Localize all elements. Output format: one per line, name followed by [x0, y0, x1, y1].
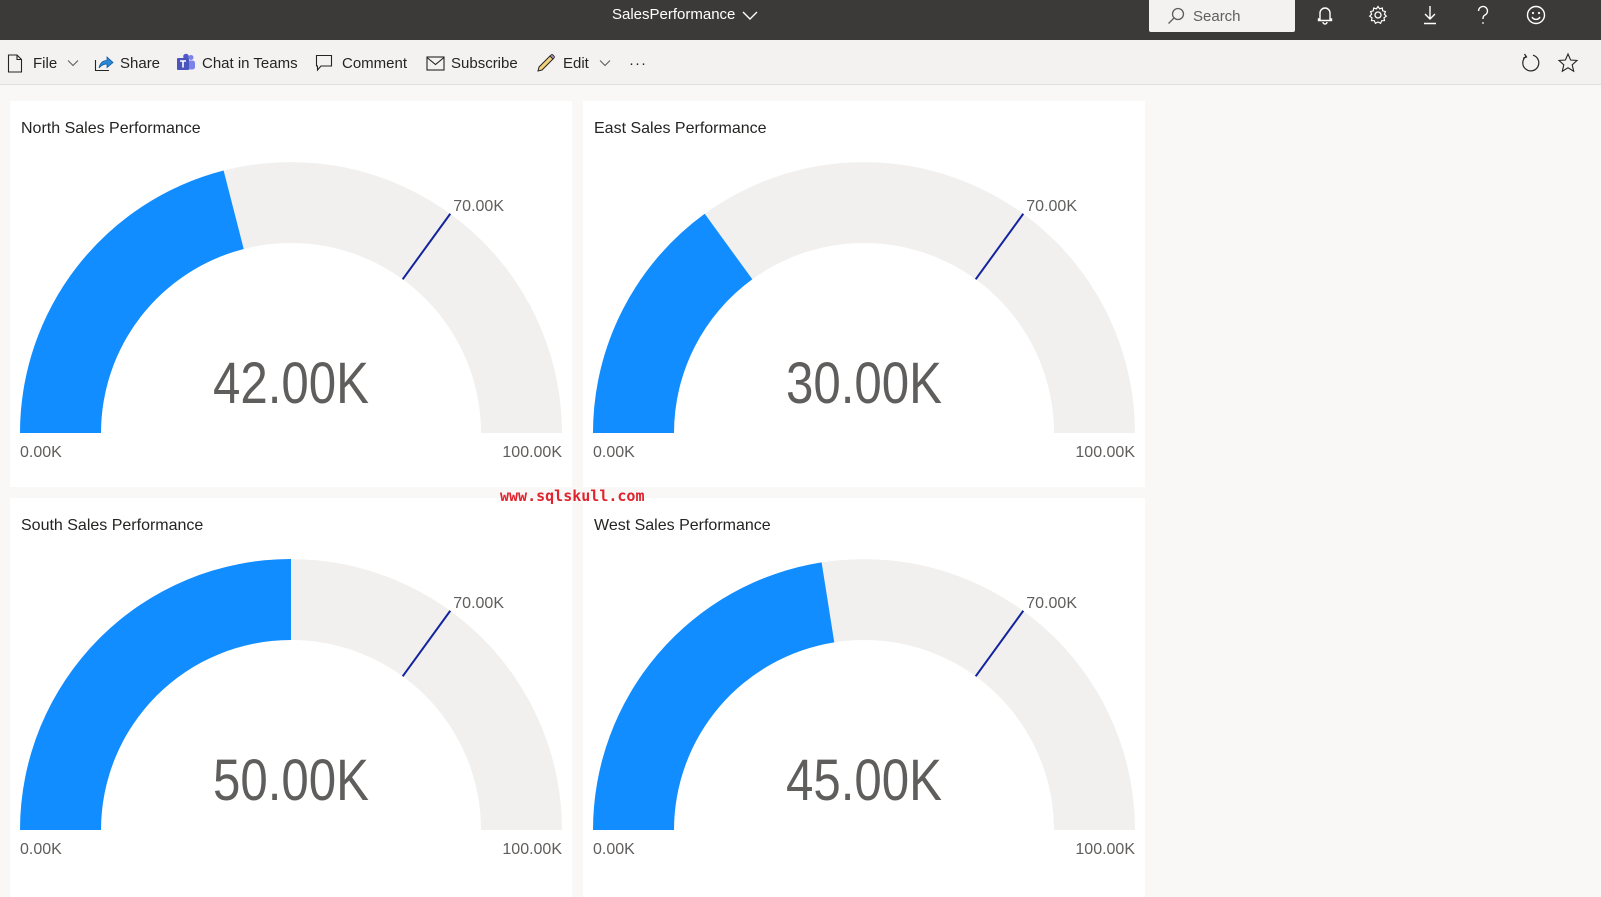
chevron-down-icon	[599, 60, 611, 67]
gauge-chart: 70.00K 50.00K 0.00K 100.00K	[20, 559, 562, 858]
gauge-max-label: 100.00K	[1075, 444, 1135, 461]
refresh-icon	[1522, 53, 1540, 72]
gauge-min-label: 0.00K	[20, 444, 62, 461]
pencil-icon	[537, 53, 555, 72]
favorite-star-icon	[1557, 52, 1579, 73]
chat-in-teams-label: Chat in Teams	[202, 54, 298, 72]
gauge-chart: 70.00K 42.00K 0.00K 100.00K	[20, 162, 562, 461]
gauge-chart: 70.00K 45.00K 0.00K 100.00K	[593, 559, 1135, 858]
share-icon	[94, 56, 114, 72]
more-options-button[interactable]: ···	[629, 48, 647, 78]
settings-button[interactable]	[1366, 4, 1390, 26]
more-options-icon: ···	[629, 54, 647, 72]
edit-menu-button[interactable]: Edit	[536, 48, 611, 78]
gauge-value-label: 30.00K	[786, 351, 942, 416]
gauge-title: North Sales Performance	[21, 120, 201, 137]
chat-in-teams-button[interactable]: Chat in Teams	[176, 48, 298, 78]
action-toolbar: File Share Chat in Teams Comment Subscri…	[0, 40, 1601, 85]
gear-icon	[1368, 5, 1388, 25]
gauge-card-south[interactable]: 70.00K 50.00K 0.00K 100.00K South Sales Per…	[10, 498, 572, 897]
gauge-value-fill	[20, 559, 291, 830]
teams-icon	[177, 53, 195, 70]
gauge-chart: 70.00K 30.00K 0.00K 100.00K	[593, 162, 1135, 461]
gauge-max-label: 100.00K	[1075, 841, 1135, 858]
mail-icon	[426, 55, 445, 71]
refresh-button[interactable]	[1520, 52, 1542, 79]
top-header-bar: SalesPerformance Search	[0, 0, 1601, 40]
gauge-target-label: 70.00K	[1026, 595, 1077, 612]
gauge-target-marker	[974, 610, 1025, 677]
gauge-title: West Sales Performance	[594, 517, 771, 534]
comment-label: Comment	[342, 54, 408, 72]
gauge-target-marker	[401, 213, 452, 280]
gauge-min-label: 0.00K	[593, 841, 635, 858]
gauge-target-label: 70.00K	[1026, 198, 1077, 215]
gauge-card-west[interactable]: 70.00K 45.00K 0.00K 100.00K West Sales Perf…	[583, 498, 1145, 897]
gauge-target-label: 70.00K	[453, 198, 504, 215]
watermark-text: www.sqlskull.com	[500, 487, 645, 505]
gauge-title: East Sales Performance	[594, 120, 767, 137]
favorite-button[interactable]	[1557, 52, 1579, 79]
report-title-dropdown[interactable]: SalesPerformance	[612, 0, 759, 30]
help-icon	[1477, 5, 1489, 24]
file-menu-button[interactable]: File	[7, 48, 79, 78]
chevron-down-icon	[67, 60, 79, 67]
search-placeholder: Search	[1193, 7, 1241, 25]
gauge-max-label: 100.00K	[502, 841, 562, 858]
gauge-card-north[interactable]: 70.00K 42.00K 0.00K 100.00K North Sales Per…	[10, 101, 572, 487]
share-label: Share	[120, 54, 161, 72]
gauge-value-label: 50.00K	[213, 748, 369, 813]
gauge-min-label: 0.00K	[593, 444, 635, 461]
chevron-down-icon	[742, 11, 758, 20]
comment-icon	[315, 54, 333, 72]
gauge-card-east[interactable]: 70.00K 30.00K 0.00K 100.00K East Sales Perf…	[583, 101, 1145, 487]
search-input[interactable]: Search	[1149, 0, 1295, 32]
gauge-value-fill	[593, 213, 753, 433]
gauge-track	[593, 162, 1135, 433]
file-label: File	[33, 54, 58, 72]
report-title: SalesPerformance	[612, 6, 736, 23]
gauge-value-fill	[593, 562, 835, 830]
search-icon	[1168, 7, 1185, 24]
share-button[interactable]: Share	[94, 48, 160, 78]
help-button[interactable]	[1471, 4, 1495, 26]
notifications-button[interactable]	[1313, 4, 1337, 26]
file-icon	[7, 53, 23, 73]
gauge-target-label: 70.00K	[453, 595, 504, 612]
gauge-value-fill	[20, 170, 244, 433]
download-icon	[1424, 6, 1436, 25]
comment-button[interactable]: Comment	[315, 48, 407, 78]
gauge-value-label: 45.00K	[786, 748, 942, 813]
gauge-min-label: 0.00K	[20, 841, 62, 858]
gauge-title: South Sales Performance	[21, 517, 204, 534]
gauge-target-marker	[974, 213, 1025, 280]
bell-icon	[1317, 7, 1333, 25]
subscribe-label: Subscribe	[451, 54, 518, 72]
download-button[interactable]	[1418, 4, 1442, 26]
gauge-target-marker	[401, 610, 452, 677]
edit-label: Edit	[563, 54, 589, 72]
smiley-feedback-icon	[1526, 5, 1546, 25]
feedback-button[interactable]	[1524, 4, 1548, 26]
subscribe-button[interactable]: Subscribe	[426, 48, 518, 78]
gauge-value-label: 42.00K	[213, 351, 369, 416]
gauge-max-label: 100.00K	[502, 444, 562, 461]
